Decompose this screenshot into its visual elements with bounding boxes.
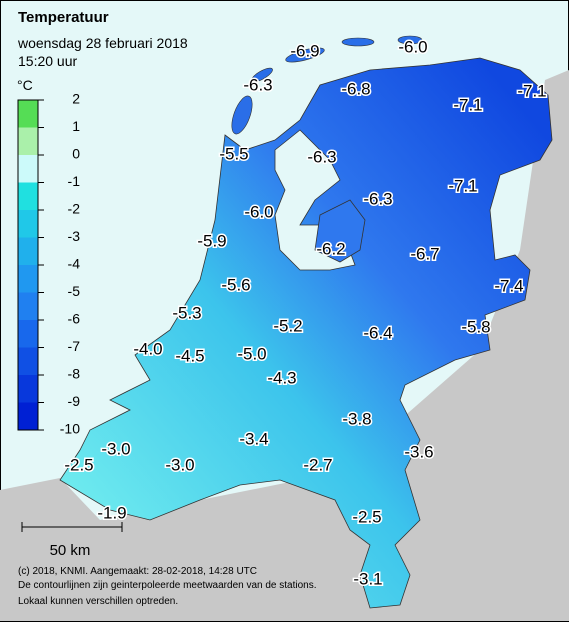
neighbour-land [0, 70, 569, 621]
legend-swatch [18, 402, 38, 430]
station-value: -3.0 [101, 439, 130, 458]
station-value: -4.5 [175, 346, 204, 365]
unit: °C [17, 77, 33, 93]
legend-swatch [18, 100, 38, 128]
scale-label: 50 km [50, 542, 91, 559]
legend-swatch [18, 155, 38, 183]
legend-swatch [18, 265, 38, 293]
station-value: -2.5 [352, 507, 381, 526]
station-value: -4.3 [267, 368, 296, 387]
islands [231, 35, 423, 135]
station-value: -2.7 [303, 455, 332, 474]
station-value: -7.1 [453, 95, 482, 114]
legend-swatch [18, 237, 38, 265]
station-value: -6.3 [363, 189, 392, 208]
legend-label: 1 [72, 118, 80, 134]
legend-label: -1 [68, 173, 81, 189]
legend-label: -7 [68, 338, 81, 354]
legend-label: -2 [68, 201, 81, 217]
legend-label: -3 [68, 228, 81, 244]
footer-line: Lokaal kunnen verschillen optreden. [18, 596, 178, 607]
station-value: -5.3 [172, 303, 201, 322]
station-value: -1.9 [97, 503, 126, 522]
station-value: -5.8 [461, 317, 490, 336]
legend: 2 1 0 -1 -2 -3 -4 -5 -6 -7 -8 -9 -10 [17, 91, 81, 437]
station-value: -6.3 [243, 75, 272, 94]
legend-label: -5 [68, 283, 81, 299]
station-value: -5.2 [273, 316, 302, 335]
station-value: -7.1 [448, 176, 477, 195]
station-value: -6.9 [290, 41, 319, 60]
station-value: -3.8 [342, 409, 371, 428]
legend-label: -6 [68, 311, 81, 327]
station-value: -3.1 [353, 569, 382, 588]
legend-swatch [18, 182, 38, 210]
station-value: -2.5 [64, 455, 93, 474]
station-value: -7.1 [517, 81, 546, 100]
station-value: -6.0 [244, 202, 273, 221]
legend-label: -9 [68, 393, 81, 409]
legend-label: -8 [68, 366, 81, 382]
footer-line: (c) 2018, KNMI. Aangemaakt: 28-02-2018, … [18, 566, 257, 577]
station-labels: -6.9 -6.0 -6.3 -6.8 -7.1 -7.1 -5.5 -6.3 -6.3 -7.1… [63, 36, 548, 590]
title: Temperatuur [18, 9, 109, 26]
legend-swatch [18, 292, 38, 320]
station-value: -6.8 [341, 79, 370, 98]
station-value: -5.9 [197, 231, 226, 250]
station-value: -6.4 [363, 323, 392, 342]
station-value: -5.5 [219, 144, 248, 163]
station-value: -6.7 [410, 244, 439, 263]
station-value: -3.4 [239, 429, 268, 448]
station-value: -6.2 [316, 239, 345, 258]
netherlands [59, 57, 553, 609]
legend-label: -4 [68, 256, 81, 272]
date: woensdag 28 februari 2018 [17, 35, 188, 51]
station-value: -6.0 [398, 37, 427, 56]
footer-line: De contourlijnen zijn geinterpoleerde me… [18, 580, 317, 591]
legend-swatch [18, 210, 38, 238]
legend-label: 2 [72, 91, 80, 107]
legend-label: -10 [60, 421, 80, 437]
station-value: -5.6 [221, 275, 250, 294]
legend-swatch [18, 375, 38, 403]
flevoland [314, 199, 366, 263]
legend-label: 0 [72, 146, 80, 162]
station-value: -6.3 [307, 147, 336, 166]
station-value: -4.0 [133, 339, 162, 358]
station-value: -3.0 [165, 455, 194, 474]
legend-swatch [18, 320, 38, 348]
station-value: -3.6 [404, 442, 433, 461]
legend-swatch [18, 347, 38, 375]
time: 15:20 uur [18, 53, 77, 69]
station-value: -5.0 [237, 344, 266, 363]
legend-swatch [18, 127, 38, 155]
station-value: -7.4 [494, 276, 523, 295]
